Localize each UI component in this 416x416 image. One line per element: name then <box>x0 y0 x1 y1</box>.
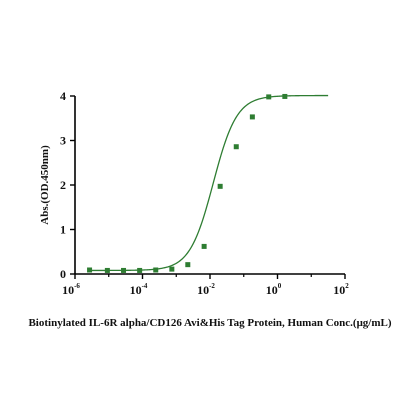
x-tick-exponent: -4 <box>142 282 148 290</box>
x-tick-exponent: -2 <box>209 282 215 290</box>
x-tick-base: 10 <box>130 283 142 297</box>
data-point <box>282 93 288 99</box>
data-point <box>217 183 223 189</box>
y-ticks-group: 0 1 2 3 4 <box>60 89 75 281</box>
x-tick-exponent: 0 <box>278 282 282 290</box>
x-tick-base: 10 <box>266 283 278 297</box>
y-tick-label: 2 <box>60 178 66 192</box>
data-points-group <box>87 93 288 273</box>
data-point <box>233 144 239 150</box>
y-tick-label: 0 <box>60 267 66 281</box>
x-axis-label: Biotinylated IL-6R alpha/CD126 Avi&His T… <box>28 317 391 329</box>
x-tick-exponent: -6 <box>74 282 80 290</box>
data-point <box>137 267 143 273</box>
x-ticks-group: 10-6 10-4 10-2 100 102 <box>62 274 349 297</box>
data-point <box>266 94 272 100</box>
data-point <box>87 267 93 273</box>
x-tick-exponent: 2 <box>345 282 349 290</box>
y-tick-label: 4 <box>60 89 66 103</box>
x-tick-label: 10-6 <box>62 282 80 297</box>
data-point <box>185 262 191 268</box>
x-tick-label: 10-2 <box>197 282 215 297</box>
fit-curve <box>90 94 329 272</box>
y-axis-label: Abs.(OD.450nm) <box>39 145 51 225</box>
fit-curve-group <box>90 94 329 272</box>
x-tick-label: 10-4 <box>130 282 148 297</box>
x-tick-base: 10 <box>333 283 345 297</box>
data-point <box>201 243 207 249</box>
data-point <box>249 114 255 120</box>
y-tick-label: 3 <box>60 134 66 148</box>
data-point <box>153 267 159 273</box>
x-tick-base: 10 <box>62 283 74 297</box>
x-tick-base: 10 <box>197 283 209 297</box>
data-point <box>121 267 127 273</box>
x-tick-label: 102 <box>333 282 349 297</box>
x-tick-label: 100 <box>266 282 282 297</box>
data-point <box>104 267 110 273</box>
data-point <box>169 266 175 272</box>
y-tick-label: 1 <box>60 223 66 237</box>
